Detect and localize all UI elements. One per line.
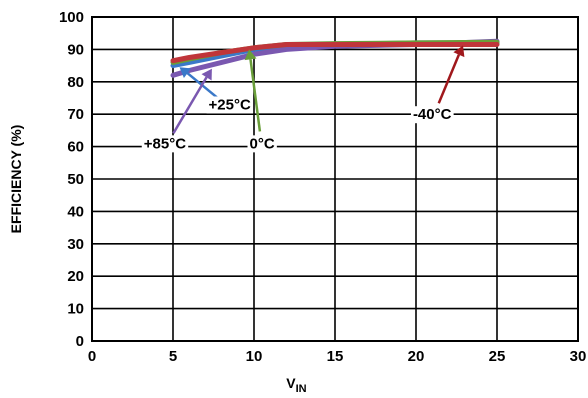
y-tick-label: 20 — [67, 268, 84, 285]
annotation-label: -40°C — [413, 106, 452, 123]
x-tick-label: 0 — [88, 348, 96, 365]
x-axis-label-subscript: IN — [296, 383, 307, 395]
annotation-arrow-head — [453, 45, 465, 58]
series-line — [170, 42, 500, 64]
y-tick-label: 30 — [67, 236, 84, 253]
y-axis-label: EFFICIENCY (%) — [8, 125, 24, 234]
annotation-arrow-head — [244, 49, 257, 61]
annotation-arrow-line — [172, 76, 208, 134]
annotation-arrow-line — [249, 59, 262, 132]
annotation-label-background — [141, 135, 189, 153]
annotation-label: +25°C — [209, 96, 251, 113]
x-tick-labels: 0 5 10 15 20 25 30 — [88, 348, 587, 365]
y-tick-label: 70 — [67, 106, 84, 123]
series-annotations: +25°C +85°C 0°C -40°C — [141, 45, 465, 153]
annotation-label-background — [206, 96, 254, 114]
grid-lines — [91, 16, 579, 342]
x-tick-label: 10 — [246, 348, 263, 365]
y-tick-label: 0 — [76, 333, 84, 350]
annotation-label: +85°C — [144, 135, 186, 152]
x-tick-label: 15 — [327, 348, 344, 365]
x-axis-label-main: V — [286, 375, 296, 391]
y-tick-labels: 0 10 20 30 40 50 60 70 80 90 100 — [59, 9, 84, 350]
y-tick-label: 50 — [67, 171, 84, 188]
annotation-arrow-head — [179, 67, 192, 78]
y-tick-label: 90 — [67, 41, 84, 58]
x-tick-label: 5 — [169, 348, 177, 365]
y-tick-label: 100 — [59, 9, 84, 26]
y-tick-label: 10 — [67, 301, 84, 318]
x-tick-label: 30 — [570, 348, 587, 365]
y-tick-label: 60 — [67, 139, 84, 156]
annotation-arrow-line — [437, 54, 461, 104]
annotation-label-background — [410, 106, 454, 124]
annotation-arrow-head — [201, 68, 212, 81]
annotation-label-background — [247, 135, 277, 153]
y-tick-label: 40 — [67, 203, 84, 220]
series-lines — [170, 38, 500, 78]
x-axis-label: VIN — [286, 375, 306, 395]
y-tick-label: 80 — [67, 74, 84, 91]
x-tick-label: 20 — [408, 348, 425, 365]
annotation-label: 0°C — [250, 135, 275, 152]
plot-frame — [91, 16, 579, 342]
x-tick-label: 25 — [489, 348, 506, 365]
